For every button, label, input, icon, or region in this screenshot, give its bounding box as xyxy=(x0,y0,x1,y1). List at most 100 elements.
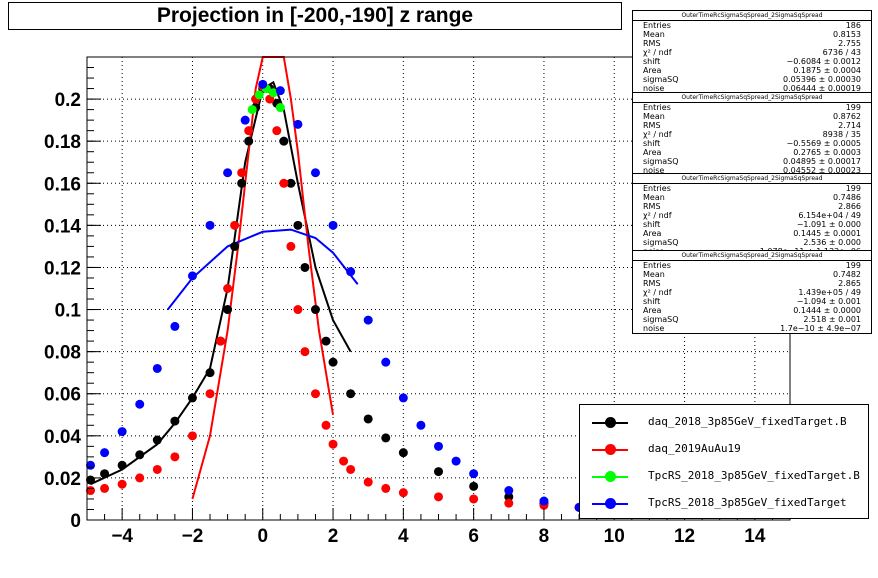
data-point xyxy=(328,357,338,367)
stats-row: χ² / ndf 6.154e+04 / 49 xyxy=(633,211,871,220)
data-point xyxy=(135,450,145,460)
stats-row: shift −0.5569 ± 0.0005 xyxy=(633,139,871,148)
x-tick-label: 6 xyxy=(468,526,479,547)
stats-key: χ² / ndf xyxy=(643,211,672,220)
data-point xyxy=(416,420,426,430)
data-point xyxy=(247,105,257,115)
stats-key: sigmaSQ xyxy=(643,315,679,324)
data-point xyxy=(381,483,391,493)
data-point xyxy=(216,336,226,346)
data-point xyxy=(170,452,180,462)
x-tick-label: 2 xyxy=(328,526,339,547)
data-point xyxy=(381,357,391,367)
y-tick-label: 0.06 xyxy=(44,385,81,406)
data-point xyxy=(321,420,331,430)
stats-key: Entries xyxy=(643,184,671,193)
stats-box: OuterTimeRcSigmaSqSpread_2SigmaSqSpread E… xyxy=(632,92,872,176)
stats-row: shift −0.6084 ± 0.0012 xyxy=(633,57,871,66)
y-tick-label: 0.14 xyxy=(44,216,81,237)
data-point xyxy=(451,456,461,466)
stats-row: sigmaSQ 2.518 ± 0.001 xyxy=(633,315,871,324)
data-point xyxy=(339,456,349,466)
stats-value: 2.866 xyxy=(838,202,861,211)
y-tick-label: 0.1 xyxy=(55,301,82,322)
stats-row: RMS 2.865 xyxy=(633,279,871,288)
data-point xyxy=(135,473,145,483)
stats-row: sigmaSQ 0.05396 ± 0.00030 xyxy=(633,75,871,84)
data-point xyxy=(100,448,110,458)
data-point xyxy=(117,460,127,470)
stats-box-title: OuterTimeRcSigmaSqSpread_2SigmaSqSpread xyxy=(633,93,871,103)
data-point xyxy=(328,439,338,449)
stats-box-title: OuterTimeRcSigmaSqSpread_2SigmaSqSpread xyxy=(633,251,871,261)
data-point xyxy=(469,481,479,491)
data-point xyxy=(223,305,233,315)
fit-curve xyxy=(90,80,352,486)
stats-value: −0.5569 ± 0.0005 xyxy=(786,139,861,148)
y-tick-label: 0.02 xyxy=(44,469,81,490)
legend-label: TpcRS_2018_3p85GeV_fixedTarget xyxy=(648,496,847,509)
data-point xyxy=(398,488,408,498)
y-tick-label: 0.16 xyxy=(44,174,81,195)
data-point xyxy=(240,115,250,125)
data-point xyxy=(170,416,180,426)
data-point xyxy=(293,305,303,315)
data-point xyxy=(230,220,240,230)
stats-value: 0.7486 xyxy=(833,193,861,202)
stats-value: 0.04552 ± 0.00023 xyxy=(783,166,861,175)
stats-key: shift xyxy=(643,57,661,66)
stats-key: sigmaSQ xyxy=(643,238,679,247)
data-point xyxy=(152,435,162,445)
data-point xyxy=(268,88,278,98)
stats-box-title: OuterTimeRcSigmaSqSpread_2SigmaSqSpread xyxy=(633,11,871,21)
data-point xyxy=(539,496,549,506)
x-tick-label: −4 xyxy=(111,526,133,547)
stats-value: −1.091 ± 0.000 xyxy=(796,220,861,229)
stats-row: Entries 199 xyxy=(633,103,871,112)
stats-key: noise xyxy=(643,84,665,93)
data-point xyxy=(187,271,197,281)
stats-value: 0.8153 xyxy=(833,30,861,39)
stats-row: shift −1.091 ± 0.000 xyxy=(633,220,871,229)
stats-row: noise 1.7e−10 ± 4.9e−07 xyxy=(633,324,871,333)
stats-key: Mean xyxy=(643,30,665,39)
stats-value: 0.06444 ± 0.00019 xyxy=(783,84,861,93)
data-point xyxy=(152,464,162,474)
data-point xyxy=(434,492,443,502)
stats-key: Entries xyxy=(643,261,671,270)
stats-key: χ² / ndf xyxy=(643,130,672,139)
stats-value: 0.04895 ± 0.00017 xyxy=(783,157,861,166)
data-point xyxy=(135,399,145,409)
stats-value: 2.865 xyxy=(838,279,861,288)
stats-row: χ² / ndf 8938 / 35 xyxy=(633,130,871,139)
stats-key: sigmaSQ xyxy=(643,75,679,84)
x-tick-label: 12 xyxy=(674,526,695,547)
stats-value: −1.094 ± 0.001 xyxy=(796,297,861,306)
stats-value: 0.1875 ± 0.0004 xyxy=(793,66,861,75)
data-point xyxy=(244,136,254,146)
stats-row: Area 0.2765 ± 0.0003 xyxy=(633,148,871,157)
data-point xyxy=(504,492,514,502)
stats-key: Area xyxy=(643,148,662,157)
data-point xyxy=(254,90,264,100)
data-point xyxy=(328,220,338,230)
stats-row: Entries 186 xyxy=(633,21,871,30)
legend-entry: TpcRS_2018_3p85GeV_fixedTarget.B xyxy=(580,467,868,487)
stats-row: RMS 2.866 xyxy=(633,202,871,211)
stats-key: RMS xyxy=(643,279,661,288)
y-tick-label: 0.08 xyxy=(44,343,81,364)
fit-curves xyxy=(90,56,359,500)
stats-row: shift −1.094 ± 0.001 xyxy=(633,297,871,306)
stats-key: shift xyxy=(643,220,661,229)
stats-value: 6736 / 43 xyxy=(822,48,861,57)
stats-value: 0.05396 ± 0.00030 xyxy=(783,75,861,84)
legend-entry: TpcRS_2018_3p85GeV_fixedTarget xyxy=(580,494,868,514)
stats-key: Mean xyxy=(643,112,665,121)
stats-value: 0.8762 xyxy=(833,112,861,121)
x-tick-label: 10 xyxy=(604,526,625,547)
stats-value: 8938 / 35 xyxy=(822,130,861,139)
data-point xyxy=(237,178,247,188)
data-point xyxy=(310,305,320,315)
data-point xyxy=(205,389,215,399)
